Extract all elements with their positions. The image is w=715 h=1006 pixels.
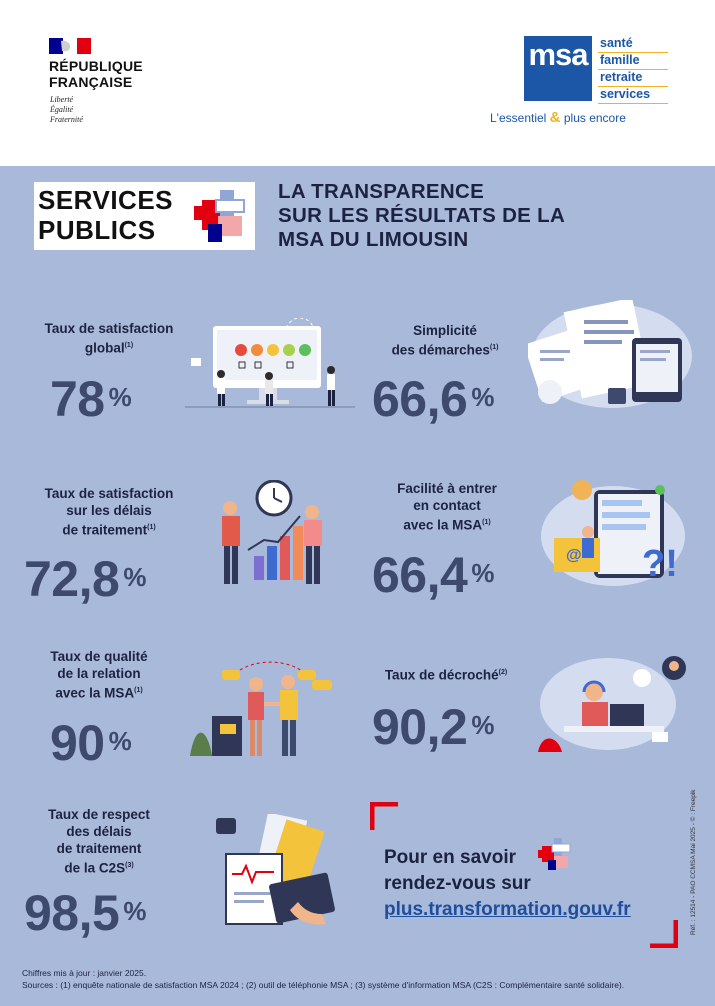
stat-value-respect-c2s: 98,5% <box>24 885 146 941</box>
stat-value-satisfaction-delais: 72,8% <box>24 551 146 607</box>
satisfaction-rating-illustration <box>185 318 355 408</box>
call-center-illustration <box>538 656 686 752</box>
svg-text:?!: ?! <box>642 543 678 585</box>
vertical-credit: Réf. : 12514 - PAO CCMSA Mai 2025 - © : … <box>690 789 697 935</box>
stat-label-respect-c2s: Taux de respect des délais de traitement… <box>48 807 150 876</box>
republic-motto: Liberté Égalité Fraternité <box>50 95 83 124</box>
page-header: RÉPUBLIQUE FRANÇAISE Liberté Égalité Fra… <box>0 0 715 166</box>
msa-tagline: L'essentiel & plus encore <box>490 109 626 126</box>
republic-name: RÉPUBLIQUE FRANÇAISE <box>49 58 143 90</box>
msa-logo: msa <box>524 36 592 101</box>
stat-label-satisfaction-delais: Taux de satisfaction sur les délais de t… <box>44 486 174 538</box>
stat-label-facilite-contact: Facilité à entrer en contact avec la MSA… <box>397 481 497 533</box>
services-publics-cross-icon <box>194 190 245 242</box>
footer-sources: Sources : (1) enquête nationale de satis… <box>22 980 625 990</box>
handshake-illustration <box>190 661 332 756</box>
stat-label-simplicite: Simplicité des démarches(1) <box>391 323 499 358</box>
stat-label-qualite-relation: Taux de qualité de la relation avec la M… <box>50 649 148 701</box>
stat-value-decroche: 90,2% <box>372 699 494 755</box>
corner-bracket-bottom-right-icon <box>650 920 678 948</box>
svg-text:@: @ <box>566 547 582 564</box>
stat-value-qualite-relation: 90% <box>50 715 132 771</box>
stat-value-simplicite: 66,6% <box>372 371 494 427</box>
contact-illustration: @ ?! <box>541 480 685 586</box>
cta-line-1: Pour en savoir <box>384 847 516 868</box>
marianne-flag-icon <box>49 38 91 54</box>
services-publics-small-cross-icon <box>538 838 571 870</box>
medical-documents-illustration <box>216 814 335 925</box>
transformation-link[interactable]: plus.transformation.gouv.fr <box>384 899 631 920</box>
footer-updated: Chiffres mis à jour : janvier 2025. <box>22 968 147 978</box>
stat-value-satisfaction-global: 78% <box>50 371 132 427</box>
stat-label-satisfaction-global: Taux de satisfaction global(1) <box>44 321 174 356</box>
stat-label-decroche: Taux de décroché(2) <box>384 667 508 683</box>
clock-growth-illustration <box>222 480 322 584</box>
cta-line-2: rendez-vous sur <box>384 873 531 894</box>
services-publics-badge: SERVICES PUBLICS <box>34 182 255 250</box>
corner-bracket-top-left-icon <box>370 802 398 830</box>
documents-illustration <box>528 300 692 408</box>
stat-value-facilite-contact: 66,4% <box>372 547 494 603</box>
msa-logo-words: santé famille retraite services <box>598 36 668 104</box>
main-title: LA TRANSPARENCE SUR LES RÉSULTATS DE LA … <box>278 180 566 251</box>
